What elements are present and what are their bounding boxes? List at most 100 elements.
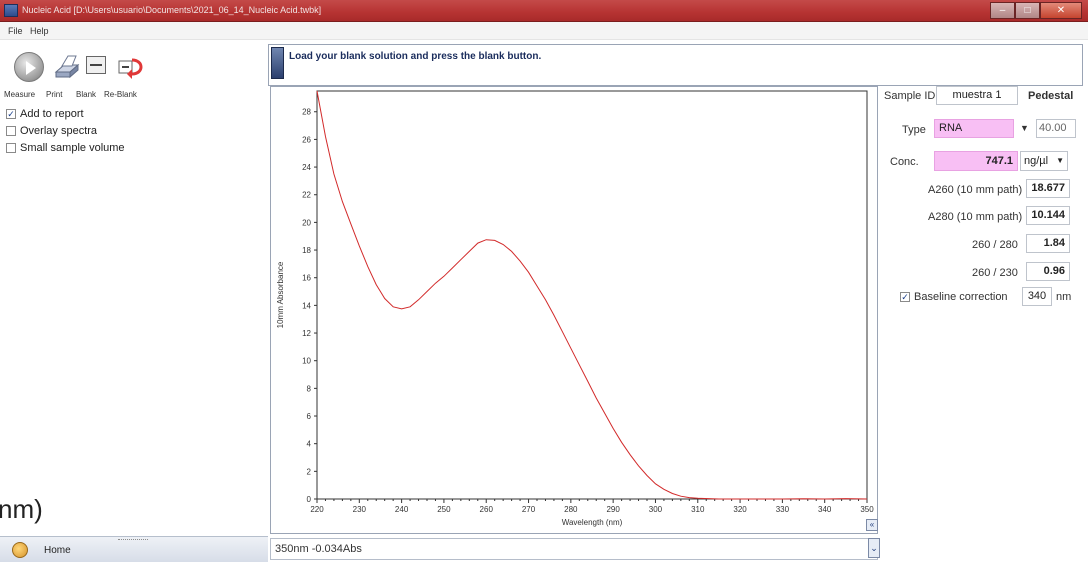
baseline-correction-checkbox[interactable]: ✓ xyxy=(900,292,910,302)
ratio-260-230-value: 0.96 xyxy=(1026,262,1070,281)
menu-file[interactable]: File xyxy=(8,26,23,36)
print-label: Print xyxy=(46,90,63,99)
message-bar: Load your blank solution and press the b… xyxy=(268,44,1083,86)
reblank-icon xyxy=(118,58,143,79)
overlay-spectra-checkbox[interactable] xyxy=(6,126,16,136)
y-tick-label: 26 xyxy=(302,135,311,144)
overlay-spectra-option[interactable]: Overlay spectra xyxy=(6,125,97,137)
splitter-grip[interactable] xyxy=(118,539,148,541)
minimize-button[interactable]: – xyxy=(990,2,1015,19)
y-tick-label: 8 xyxy=(307,384,312,393)
y-tick-label: 28 xyxy=(302,108,311,117)
x-axis-label: Wavelength (nm) xyxy=(562,518,623,527)
measure-label: Measure xyxy=(4,90,36,99)
expand-chevron-icon[interactable]: ⌄ xyxy=(868,538,880,558)
x-tick-label: 290 xyxy=(606,505,620,514)
blank-label: Blank xyxy=(76,90,97,99)
plot-area xyxy=(316,90,868,500)
add-to-report-label: Add to report xyxy=(20,108,84,120)
x-tick-label: 340 xyxy=(818,505,832,514)
conc-label: Conc. xyxy=(890,156,919,168)
x-tick-label: 270 xyxy=(522,505,536,514)
close-button[interactable]: ✕ xyxy=(1040,2,1082,19)
a280-value: 10.144 xyxy=(1026,206,1070,225)
small-sample-volume-option[interactable]: Small sample volume xyxy=(6,142,125,154)
measure-button[interactable] xyxy=(14,52,44,82)
y-tick-label: 16 xyxy=(302,274,311,283)
ratio-260-230-label: 260 / 230 xyxy=(972,267,1018,279)
type-label: Type xyxy=(902,124,926,136)
add-to-report-checkbox[interactable]: ✓ xyxy=(6,109,16,119)
measurement-mode: Pedestal xyxy=(1028,90,1074,102)
instrument-icon xyxy=(271,47,284,79)
cursor-readout: 350nm -0.034Abs xyxy=(275,543,362,555)
x-tick-label: 330 xyxy=(776,505,790,514)
absorbance-curve xyxy=(316,90,868,500)
window-title: Nucleic Acid [D:\Users\usuario\Documents… xyxy=(22,5,322,15)
y-tick-label: 0 xyxy=(307,495,312,504)
x-tick-label: 230 xyxy=(353,505,367,514)
concentration-value: 747.1 xyxy=(934,151,1018,171)
add-to-report-option[interactable]: ✓ Add to report xyxy=(6,108,84,120)
ratio-260-280-label: 260 / 280 xyxy=(972,239,1018,251)
y-tick-label: 6 xyxy=(307,412,312,421)
unit-dropdown-icon: ▼ xyxy=(1056,156,1064,165)
sample-id-input[interactable]: muestra 1 xyxy=(936,86,1018,105)
status-bar: 350nm -0.034Abs xyxy=(270,538,878,560)
x-tick-label: 250 xyxy=(437,505,451,514)
y-tick-label: 4 xyxy=(307,440,312,449)
y-tick-label: 20 xyxy=(302,218,311,227)
collapse-chart-button[interactable]: « xyxy=(866,519,878,531)
x-tick-label: 220 xyxy=(310,505,324,514)
y-tick-label: 24 xyxy=(302,163,311,172)
x-tick-label: 240 xyxy=(395,505,409,514)
type-select[interactable]: RNA xyxy=(934,119,1014,138)
maximize-button[interactable]: □ xyxy=(1015,2,1040,19)
x-tick-label: 300 xyxy=(649,505,663,514)
title-bar: Nucleic Acid [D:\Users\usuario\Documents… xyxy=(0,0,1088,22)
home-bar[interactable]: Home xyxy=(0,536,268,562)
baseline-unit: nm xyxy=(1056,291,1072,303)
results-panel: Sample ID: muestra 1 Pedestal Type RNA ▼… xyxy=(880,86,1088,536)
baseline-correction-label: Baseline correction xyxy=(914,291,1008,303)
reblank-label: Re-Blank xyxy=(104,90,137,99)
baseline-correction-option[interactable]: ✓ Baseline correction xyxy=(900,291,1008,303)
x-axis: 220 230 240 250 260 270 280 290 300 310 320 330 340 3… xyxy=(310,499,874,514)
printer-icon xyxy=(54,55,80,79)
a280-label: A280 (10 mm path) xyxy=(928,211,1023,223)
ratio-260-280-value: 1.84 xyxy=(1026,234,1070,253)
small-sample-volume-checkbox[interactable] xyxy=(6,143,16,153)
print-button[interactable] xyxy=(52,52,82,82)
small-sample-volume-label: Small sample volume xyxy=(20,142,125,154)
y-axis-label: 10mm Absorbance xyxy=(276,261,285,328)
sample-id-label: Sample ID: xyxy=(884,90,939,102)
reblank-button[interactable] xyxy=(116,52,146,82)
app-icon xyxy=(4,4,18,17)
x-tick-label: 280 xyxy=(564,505,578,514)
home-icon xyxy=(12,542,28,558)
y-tick-label: 14 xyxy=(302,301,311,310)
y-tick-label: 18 xyxy=(302,246,311,255)
menu-bar: File Help xyxy=(0,22,1088,40)
menu-help[interactable]: Help xyxy=(30,26,49,36)
overlay-spectra-label: Overlay spectra xyxy=(20,125,98,137)
blank-button[interactable] xyxy=(86,56,106,74)
x-tick-label: 320 xyxy=(733,505,747,514)
y-tick-label: 22 xyxy=(302,191,311,200)
home-label: Home xyxy=(44,545,71,556)
type-factor-field[interactable]: 40.00 xyxy=(1036,119,1076,138)
conc-unit-select[interactable]: ng/µl ▼ xyxy=(1020,151,1068,171)
y-tick-label: 12 xyxy=(302,329,311,338)
baseline-wavelength-input[interactable]: 340 xyxy=(1022,287,1052,306)
type-dropdown-icon[interactable]: ▼ xyxy=(1020,123,1029,133)
cropped-overlay-text: nm) xyxy=(0,494,43,524)
a260-label: A260 (10 mm path) xyxy=(928,184,1023,196)
left-panel: Measure Print Blank Re-Blank ✓ Add to re… xyxy=(0,40,268,530)
spectrum-chart[interactable]: 0 2 4 6 8 10 12 14 16 18 20 22 24 26 28 220 230 240 250 26… xyxy=(270,86,878,534)
type-value: RNA xyxy=(939,122,963,134)
instruction-message: Load your blank solution and press the b… xyxy=(289,51,542,62)
a260-value: 18.677 xyxy=(1026,179,1070,198)
x-tick-label: 350 xyxy=(860,505,874,514)
